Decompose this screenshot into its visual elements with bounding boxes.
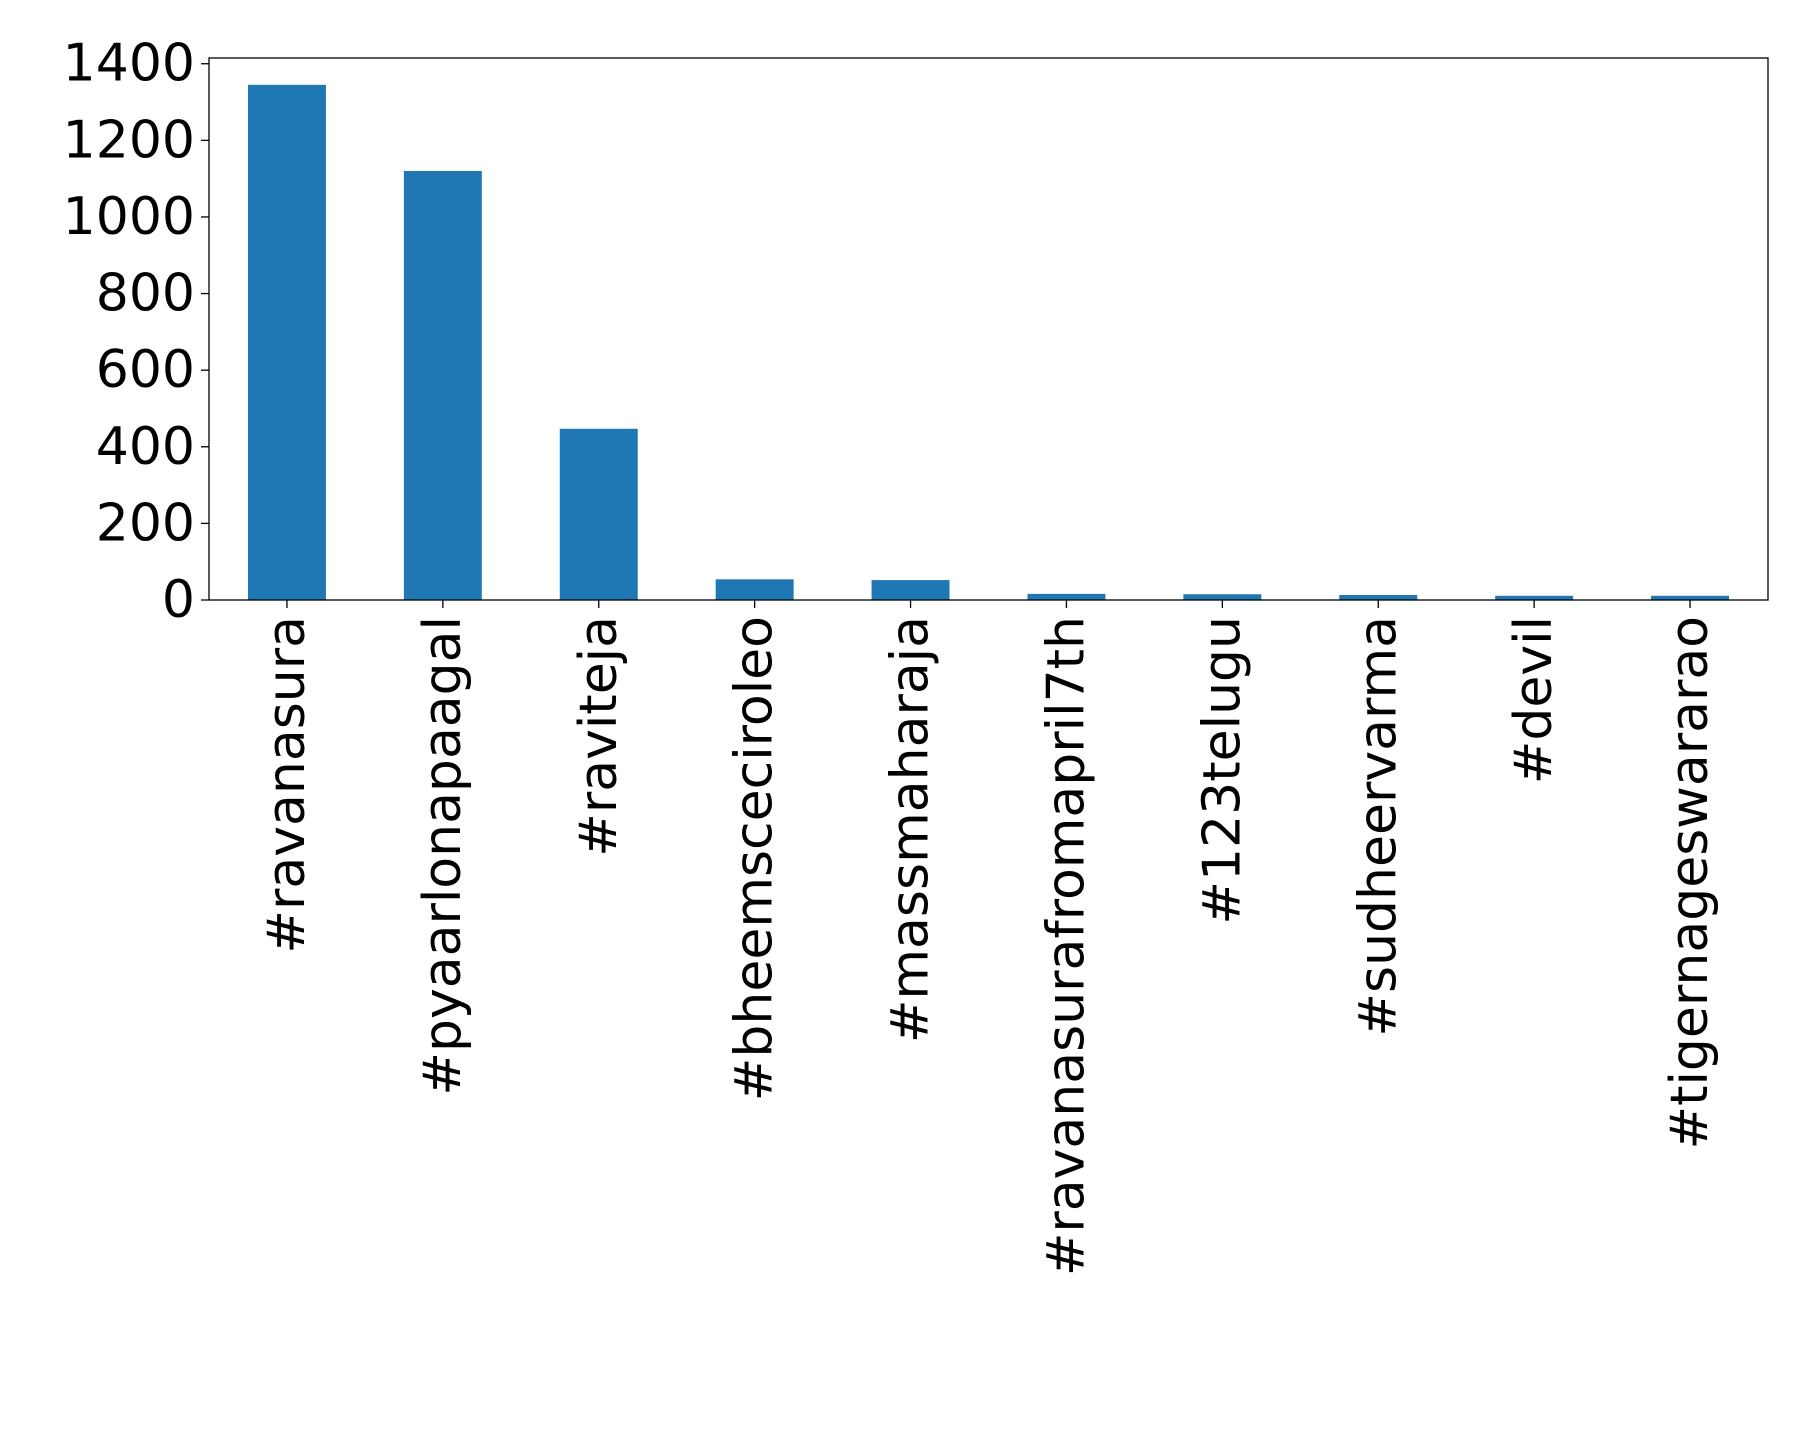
bar-massmaharaja — [871, 580, 950, 600]
y-tick-label: 0 — [162, 570, 195, 630]
x-tick-label: #pyaarlonapaagal — [413, 616, 473, 1096]
x-tick-label: #123telugu — [1192, 616, 1252, 925]
x-tick-label: #devil — [1504, 616, 1564, 784]
bar-sudheervarma — [1339, 595, 1418, 600]
plot-frame — [208, 57, 1769, 601]
x-tick-label: #raviteja — [569, 616, 629, 857]
bar-ravanasura — [247, 84, 326, 600]
x-tick-label: #sudheervarma — [1348, 616, 1408, 1037]
y-tick-label: 1200 — [63, 110, 195, 170]
y-tick-label: 800 — [96, 264, 195, 324]
y-tick-label: 600 — [96, 340, 195, 400]
x-tick-label: #ravanasurafromapril7th — [1036, 616, 1096, 1276]
y-tick-label: 1000 — [63, 187, 195, 247]
bar-devil — [1495, 595, 1574, 600]
bar-pyaarlonapaagal — [403, 170, 482, 600]
bar-bheemsceciroleo — [715, 579, 794, 600]
x-tick-label: #massmaharaja — [881, 616, 941, 1043]
x-tick-label: #bheemsceciroleo — [725, 616, 785, 1101]
x-tick-label: #tigernageswararao — [1660, 616, 1720, 1149]
bars-group — [247, 84, 1730, 600]
bar-ravanasurafromapril7th — [1027, 593, 1106, 600]
y-tick-label: 400 — [96, 417, 195, 477]
x-tick-label: #ravanasura — [257, 616, 317, 954]
bar-123telugu — [1183, 594, 1262, 600]
y-tick-label: 1400 — [63, 34, 195, 94]
x-axis: #ravanasura #pyaarlonapaagal #raviteja #bhe… — [257, 600, 1720, 1276]
y-axis: 0 200 400 600 800 1000 1200 1400 — [63, 34, 209, 630]
bar-raviteja — [559, 428, 638, 600]
y-tick-label: 200 — [96, 493, 195, 553]
bar-tigernageswararao — [1651, 595, 1730, 600]
